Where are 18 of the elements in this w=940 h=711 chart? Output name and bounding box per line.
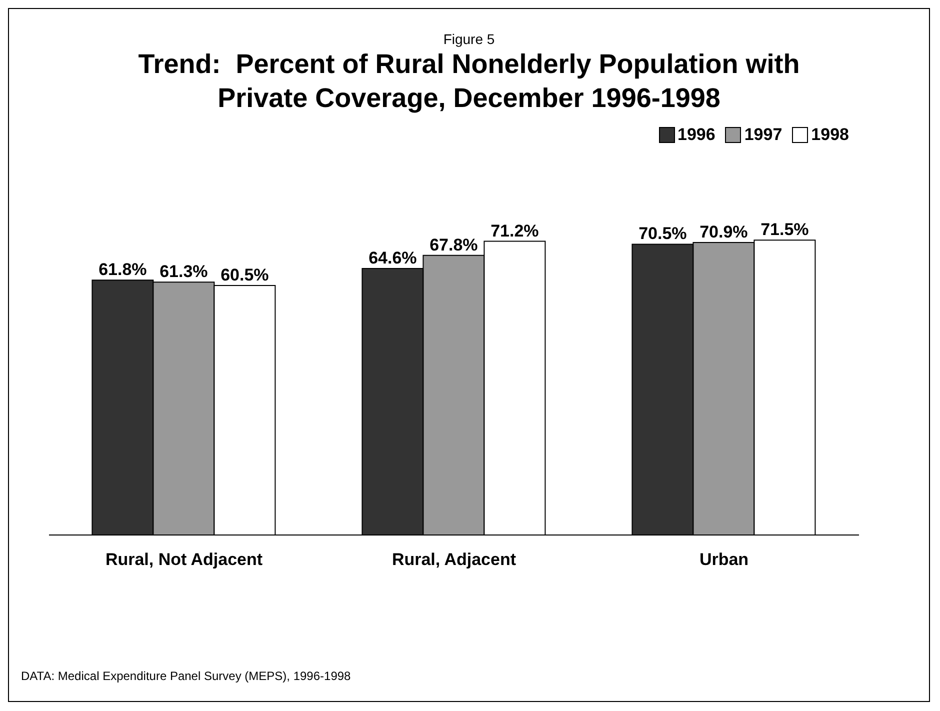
legend-label: 1996	[676, 125, 716, 145]
legend-label: 1997	[743, 125, 782, 145]
data-label: 71.2%	[490, 221, 539, 240]
data-label: 67.8%	[430, 235, 478, 254]
data-label: 70.5%	[638, 224, 687, 244]
x-tick-label: Urban	[699, 550, 749, 570]
legend-label: 1998	[810, 125, 849, 145]
data-label: 61.8%	[98, 260, 147, 280]
data-label: 60.5%	[220, 265, 269, 284]
x-tick-label: Rural, Not Adjacent	[105, 550, 263, 570]
x-tick-label: Rural, Adjacent	[392, 550, 516, 570]
chart-subtitle: Figure 5	[442, 31, 496, 47]
data-label: 71.5%	[760, 220, 809, 240]
chart-title: Trend: Percent of Rural Nonelderly Population with Private Coverage, December 1996-1998	[137, 48, 801, 115]
data-label: 61.3%	[160, 262, 208, 282]
text: DATA: Medical Expenditure Panel Survey (MEPS), 1996-1998	[21, 669, 351, 683]
data-label: 64.6%	[368, 248, 417, 268]
data-label: 70.9%	[700, 222, 748, 242]
